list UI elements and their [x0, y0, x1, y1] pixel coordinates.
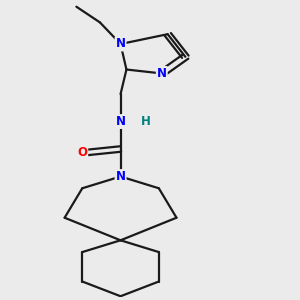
Text: O: O — [77, 146, 87, 159]
Text: N: N — [116, 38, 126, 50]
Text: N: N — [157, 67, 167, 80]
Text: N: N — [116, 170, 126, 183]
Text: N: N — [116, 115, 126, 128]
Text: H: H — [141, 115, 151, 128]
